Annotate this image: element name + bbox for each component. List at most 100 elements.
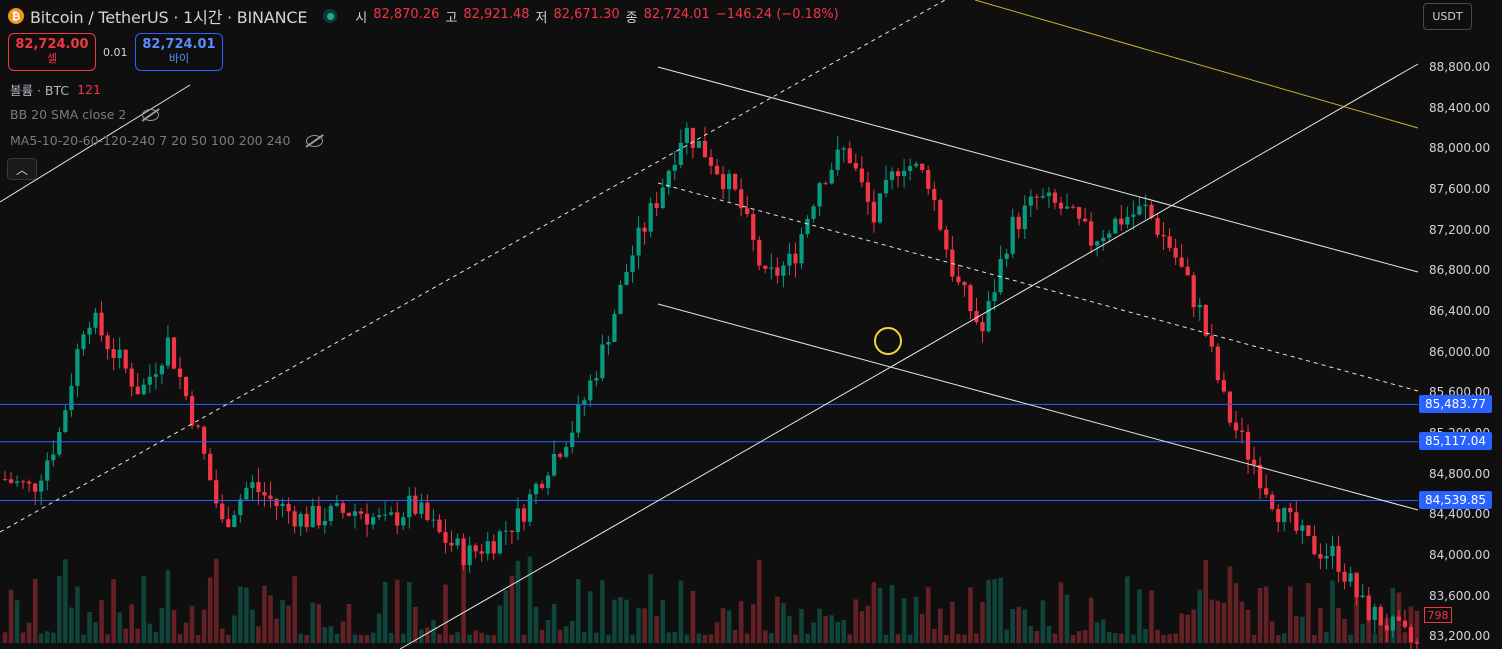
- volume-bar: [545, 619, 551, 643]
- volume-bar: [515, 560, 521, 643]
- channel-lower-line: [657, 303, 1419, 511]
- candle-body: [841, 148, 846, 150]
- price-tick: 87,600.00: [1429, 182, 1491, 196]
- candle-body: [1095, 241, 1100, 246]
- candle-body: [775, 267, 780, 276]
- volume-bar: [919, 614, 925, 643]
- candle-body: [479, 551, 484, 554]
- volume-bar: [1360, 623, 1365, 643]
- candle-body: [153, 374, 158, 377]
- price-tick: 86,800.00: [1429, 263, 1491, 277]
- candle-body: [920, 163, 925, 170]
- volume-bar: [268, 595, 273, 643]
- close-value: 82,724.01: [643, 6, 710, 22]
- volume-bar: [425, 627, 430, 643]
- volume-bar: [232, 615, 237, 643]
- candle-body: [123, 349, 128, 369]
- candle-body: [1390, 616, 1395, 631]
- candle-body: [69, 385, 74, 411]
- candle-body: [1004, 253, 1009, 260]
- volume-bar: [503, 590, 509, 643]
- candle-body: [220, 503, 225, 520]
- ma-indicator[interactable]: MA5-10-20-60-120-240 7 20 50 100 200 240: [10, 133, 324, 148]
- volume-bar: [195, 635, 201, 643]
- candle-body: [1215, 346, 1220, 381]
- candle-body: [238, 499, 243, 516]
- candle-body: [642, 227, 647, 232]
- candle-body: [1227, 391, 1233, 423]
- candle-body: [1245, 431, 1251, 460]
- bb-indicator[interactable]: BB 20 SMA close 2: [10, 107, 160, 122]
- symbol-title[interactable]: Bitcoin / TetherUS · 1시간 · BINANCE: [30, 8, 308, 27]
- volume-bar: [678, 580, 684, 643]
- market-open-icon: [323, 9, 338, 23]
- volume-bar: [805, 633, 810, 643]
- volume-bar: [509, 575, 515, 643]
- price-tick: 88,400.00: [1429, 101, 1491, 115]
- candle-body: [202, 426, 207, 454]
- candle-body: [1251, 459, 1257, 465]
- candle-body: [829, 169, 834, 184]
- currency-select[interactable]: USDT: [1423, 3, 1472, 30]
- volume-bar: [787, 615, 792, 643]
- level-price-tag[interactable]: 84,539.85: [1419, 491, 1492, 509]
- candle-body: [1396, 616, 1401, 621]
- volume-bar: [1324, 631, 1329, 643]
- volume-bar: [756, 559, 762, 643]
- candle-body: [594, 378, 599, 381]
- volume-bar: [413, 606, 418, 643]
- candle-body: [1185, 266, 1190, 276]
- price-axis[interactable]: 88,800.00 88,400.00 88,000.00 87,600.00 …: [1419, 0, 1502, 649]
- sell-button[interactable]: 82,724.00 셀: [8, 33, 96, 71]
- volume-bar: [962, 634, 967, 643]
- candle-body: [944, 229, 949, 250]
- candle-body: [27, 481, 32, 484]
- candle-body: [672, 164, 677, 171]
- volume-bar: [1312, 634, 1317, 643]
- eye-off-icon[interactable]: [306, 134, 324, 147]
- volume-bar: [461, 552, 466, 643]
- volume-bar: [177, 634, 183, 643]
- volume-bar: [1131, 634, 1136, 643]
- volume-bar: [1414, 610, 1420, 643]
- candle-body: [1270, 494, 1275, 510]
- volume-bar: [322, 627, 328, 643]
- candle-body: [570, 432, 575, 447]
- candle-body: [165, 337, 171, 366]
- candle-body: [57, 432, 62, 455]
- candle-body: [1016, 216, 1021, 230]
- volume-bar: [1300, 616, 1305, 643]
- volume-bar: [147, 623, 153, 643]
- volume-bar: [256, 626, 261, 643]
- candle-body: [364, 513, 370, 525]
- collapse-legend-button[interactable]: ︿: [7, 158, 37, 180]
- volume-bar: [1251, 634, 1257, 643]
- level-price-tag[interactable]: 85,483.77: [1419, 395, 1492, 413]
- candle-body: [1300, 525, 1305, 531]
- volume-bar: [714, 622, 720, 643]
- buy-button[interactable]: 82,724.01 바이: [135, 33, 223, 71]
- volume-indicator[interactable]: 볼륨 · BTC 121: [10, 80, 101, 99]
- candle-body: [1318, 554, 1323, 559]
- volume-bar: [986, 579, 991, 643]
- level-price-tag[interactable]: 85,117.04: [1419, 432, 1492, 450]
- candle-body: [244, 487, 249, 500]
- volume-bar: [1100, 619, 1106, 643]
- candle-body: [316, 505, 321, 526]
- volume-bar: [1088, 597, 1094, 643]
- candle-body: [1070, 206, 1076, 208]
- candle-body: [1149, 204, 1154, 218]
- candle-body: [714, 165, 720, 175]
- candle-body: [81, 334, 86, 350]
- candle-body: [1402, 620, 1408, 628]
- volume-bar: [20, 632, 26, 643]
- volume-bar: [1046, 626, 1052, 643]
- volume-bar: [105, 634, 110, 643]
- candle-body: [1276, 509, 1281, 522]
- candle-body: [322, 520, 327, 526]
- candle-body: [847, 148, 852, 163]
- volume-bar: [654, 616, 659, 643]
- eye-off-icon[interactable]: [142, 108, 160, 121]
- candle-body: [473, 545, 478, 552]
